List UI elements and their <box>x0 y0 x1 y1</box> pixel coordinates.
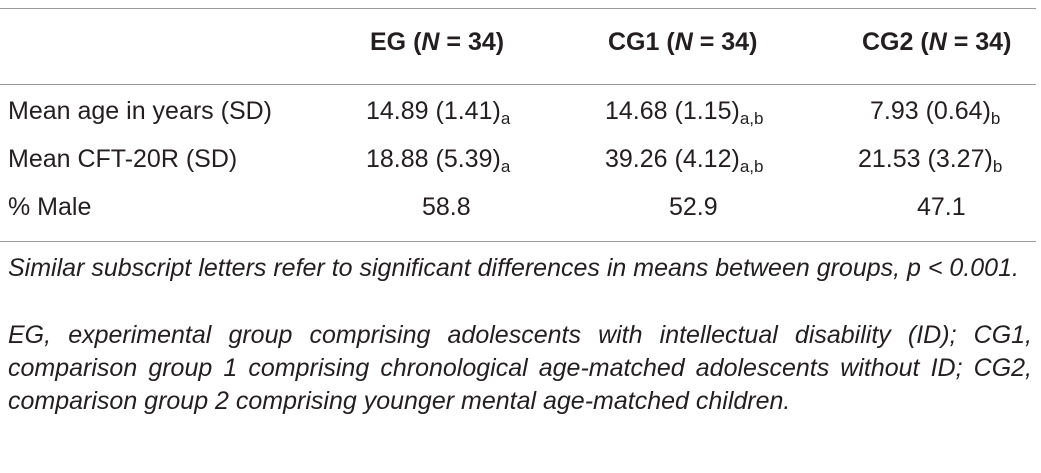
row-label-percent-male: % Male <box>8 193 92 221</box>
cell-subscript: b <box>992 157 1003 176</box>
table-footnote-abbreviations: EG, experimental group comprising adoles… <box>8 321 1032 415</box>
cell-subscript: b <box>990 109 1001 128</box>
column-group-name: CG1 <box>608 28 660 56</box>
table-bottom-rule <box>0 241 1036 242</box>
cell-value: 7.93 (0.64) <box>870 97 991 125</box>
column-n-label: N <box>674 28 693 56</box>
column-n-value: 34 <box>721 28 750 56</box>
column-group-name: EG <box>370 28 407 56</box>
cell-value: 52.9 <box>669 193 718 221</box>
cell-cg2-mean-age: 7.93 (0.64)b <box>870 97 1001 128</box>
cell-subscript: a,b <box>739 157 764 176</box>
row-label-mean-age: Mean age in years (SD) <box>8 97 273 125</box>
cell-eg-mean-age: 14.89 (1.41)a <box>366 97 511 128</box>
cell-eg-percent-male: 58.8 <box>422 193 471 222</box>
column-header-cg2: CG2 (N = 34) <box>862 28 1012 56</box>
table-footnote-significance: Similar subscript letters refer to signi… <box>8 254 1019 282</box>
cell-value: 14.89 (1.41) <box>366 97 501 125</box>
column-n-value: 34 <box>975 28 1004 56</box>
column-n-label: N <box>421 28 440 56</box>
cell-cg2-mean-cft: 21.53 (3.27)b <box>858 145 1003 176</box>
cell-cg1-percent-male: 52.9 <box>669 193 718 222</box>
cell-value: 39.26 (4.12) <box>605 145 740 173</box>
cell-value: 18.88 (5.39) <box>366 145 501 173</box>
cell-value: 14.68 (1.15) <box>605 97 740 125</box>
cell-subscript: a,b <box>739 109 764 128</box>
column-group-name: CG2 <box>862 28 914 56</box>
cell-subscript: a <box>500 157 511 176</box>
cell-value: 58.8 <box>422 193 471 221</box>
table-header-rule <box>0 84 1036 85</box>
column-n-label: N <box>928 28 947 56</box>
cell-cg1-mean-cft: 39.26 (4.12)a,b <box>605 145 764 176</box>
cell-value: 47.1 <box>917 193 966 221</box>
cell-cg1-mean-age: 14.68 (1.15)a,b <box>605 97 764 128</box>
cell-cg2-percent-male: 47.1 <box>917 193 966 222</box>
cell-subscript: a <box>500 109 511 128</box>
cell-value: 21.53 (3.27) <box>858 145 993 173</box>
cell-eg-mean-cft: 18.88 (5.39)a <box>366 145 511 176</box>
column-header-cg1: CG1 (N = 34) <box>608 28 758 56</box>
column-header-eg: EG (N = 34) <box>370 28 505 56</box>
table-top-rule <box>0 8 1036 9</box>
row-label-mean-cft: Mean CFT-20R (SD) <box>8 145 238 173</box>
column-n-value: 34 <box>467 28 496 56</box>
